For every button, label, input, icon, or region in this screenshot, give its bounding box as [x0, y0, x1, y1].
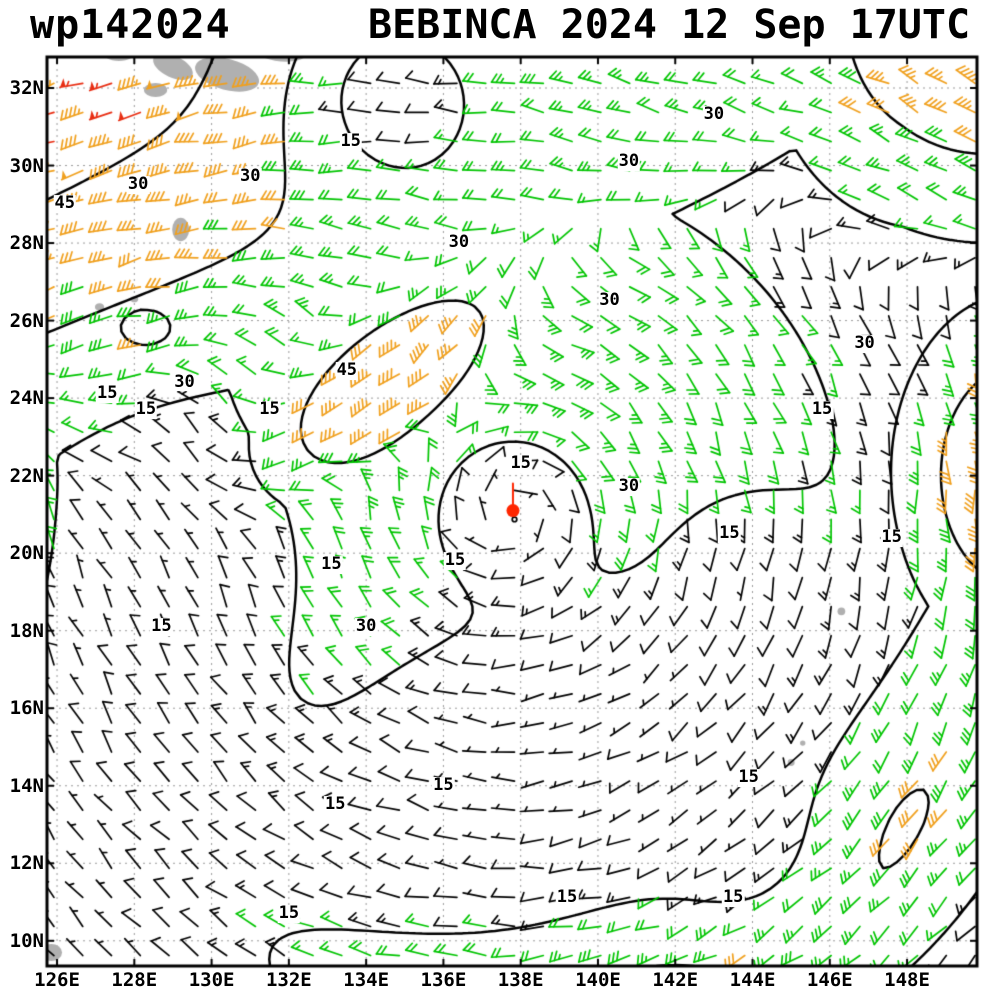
- weather-map-page: wp142024 BEBINCA 2024 12 Sep 17UTC 126E1…: [0, 0, 987, 989]
- wind-barb-map-canvas: [0, 0, 987, 989]
